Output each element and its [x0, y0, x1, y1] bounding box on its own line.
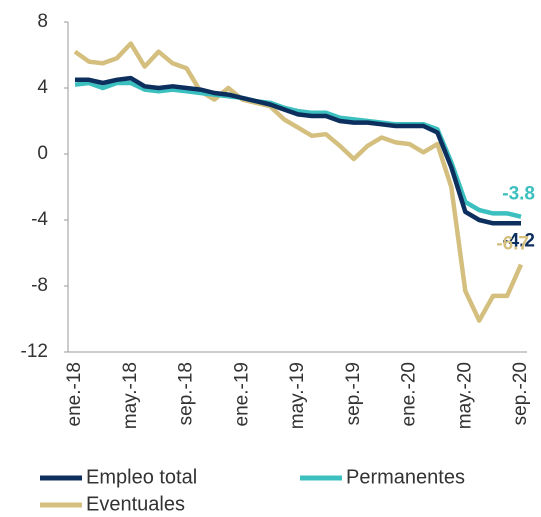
data-label: -3.8: [502, 184, 535, 205]
x-tick-label: ene.-18: [64, 362, 85, 426]
x-tick-label: sep.-18: [176, 362, 197, 425]
legend-label: Permanentes: [346, 466, 465, 488]
y-tick-label: -4: [31, 209, 48, 230]
x-tick-label: may.-18: [120, 362, 141, 429]
legend-label: Eventuales: [86, 493, 185, 515]
series-line: [73, 41, 524, 323]
y-tick-label: 8: [37, 11, 48, 32]
x-tick-label: may.-20: [454, 362, 475, 429]
y-tick-label: -8: [31, 275, 48, 296]
y-tick-label: 0: [37, 143, 48, 164]
data-label: -6.7: [496, 234, 529, 255]
y-tick-label: 4: [37, 77, 48, 98]
x-tick-label: ene.-20: [399, 362, 420, 426]
data-label: -4.2: [502, 230, 535, 251]
x-tick-label: ene.-19: [231, 362, 252, 426]
x-tick-label: sep.-20: [510, 362, 531, 425]
x-tick-label: may.-19: [287, 362, 308, 429]
y-tick-label: -12: [21, 341, 48, 362]
series-line: [75, 75, 521, 226]
x-tick-label: sep.-19: [343, 362, 364, 425]
legend-label: Empleo total: [86, 466, 197, 488]
